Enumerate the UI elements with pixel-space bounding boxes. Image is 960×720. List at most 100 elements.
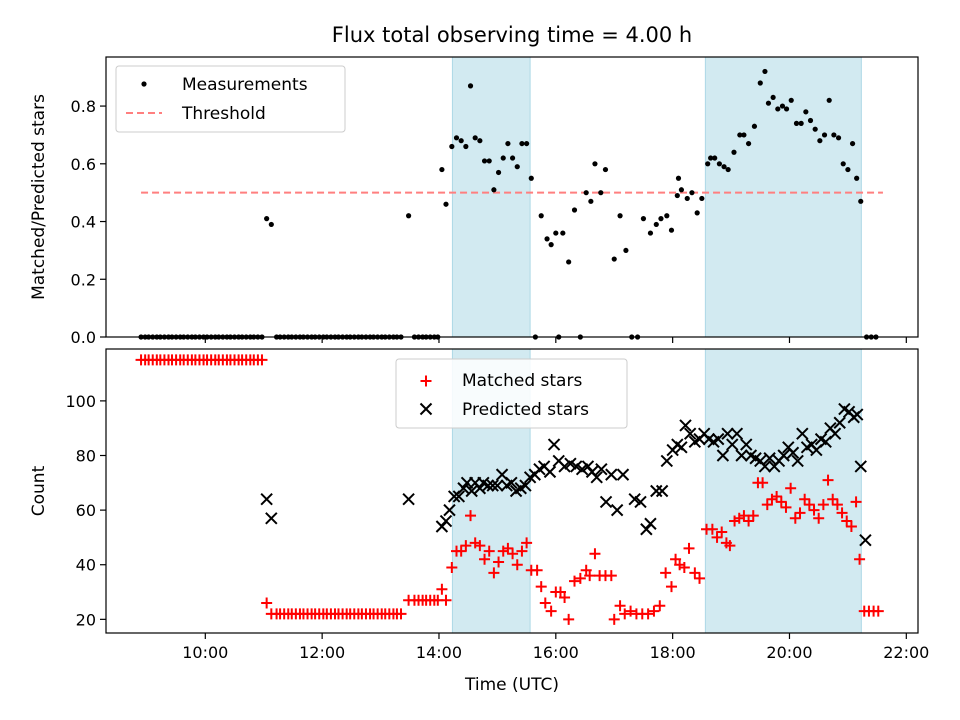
matched-star-point <box>574 572 586 584</box>
measurement-point <box>737 132 743 138</box>
predicted-star-point <box>730 427 744 440</box>
measurement-point <box>514 164 520 170</box>
measurement-point <box>268 221 274 228</box>
observing-band <box>704 56 862 338</box>
matched-star-point <box>785 482 797 494</box>
matched-star-point <box>711 531 723 543</box>
matched-star-point <box>455 545 467 557</box>
matched-star-point <box>817 499 829 511</box>
predicted-star-point <box>726 438 739 451</box>
matched-star-point <box>446 561 458 573</box>
matched-star-point <box>569 575 581 587</box>
legend-label-threshold: Threshold <box>181 104 266 124</box>
y-tick-label: 20 <box>76 610 96 629</box>
matched-star-point <box>665 581 677 593</box>
measurement-point <box>779 103 786 109</box>
measurement-point <box>592 161 598 167</box>
legend-box <box>115 65 346 133</box>
matched-star-point <box>642 608 654 620</box>
measurement-point <box>817 138 823 144</box>
matched-star-point <box>474 540 486 552</box>
measurement-point <box>807 117 814 124</box>
legend-marker-measurements <box>141 81 147 87</box>
legend: Measurements Threshold <box>115 65 346 133</box>
measurement-point <box>840 161 846 167</box>
measurement-point <box>481 158 488 164</box>
y-tick-label: 60 <box>76 501 96 520</box>
predicted-star-point <box>260 492 273 506</box>
predicted-star-point <box>675 441 688 454</box>
measurement-point <box>458 138 464 144</box>
measurement-point <box>538 213 544 219</box>
y-tick-label: 80 <box>76 447 96 466</box>
matched-star-point <box>605 570 617 582</box>
observing-band <box>704 348 862 634</box>
predicted-star-point <box>854 460 867 473</box>
measurement-point <box>463 143 469 150</box>
measurement-point <box>765 100 772 106</box>
matched-star-point <box>747 510 759 522</box>
measurement-point <box>854 175 860 181</box>
measurement-point <box>467 83 474 89</box>
measurement-point <box>560 230 566 236</box>
x-axis-label: Time (UTC) <box>464 675 559 695</box>
measurement-point <box>566 259 572 265</box>
y-tick-label: 0.4 <box>71 213 96 232</box>
matched-star-point <box>516 545 528 557</box>
measurement-point <box>658 216 664 222</box>
matched-star-point <box>831 499 843 511</box>
legend-marker-matched <box>420 375 432 387</box>
matched-star-point <box>689 567 701 579</box>
predicted-star-point <box>610 503 624 517</box>
matched-star-point <box>872 605 884 617</box>
matched-star-point <box>771 490 783 502</box>
matched-star-point <box>584 570 596 582</box>
matched-star-point <box>780 501 792 513</box>
y-tick-label: 0.0 <box>71 328 96 347</box>
measurement-point <box>500 155 506 161</box>
matched-star-point <box>625 605 637 617</box>
measurement-point <box>674 192 680 199</box>
predicted-star-point <box>786 446 800 459</box>
predicted-star-point <box>605 468 618 481</box>
measurement-point <box>716 161 722 167</box>
matched-star-point <box>511 559 523 571</box>
measurement-point <box>617 213 623 219</box>
x-tick-label: 16:00 <box>533 643 579 662</box>
measurement-point <box>553 230 559 236</box>
measurement-point <box>849 140 856 147</box>
matched-star-point <box>465 510 477 522</box>
matched-star-point <box>761 499 773 511</box>
measurement-point <box>647 230 654 236</box>
predicted-star-point <box>735 449 748 462</box>
measurement-point <box>745 140 752 147</box>
matched-star-point <box>614 600 626 612</box>
predicted-star-point <box>650 484 663 498</box>
x-tick-label: 12:00 <box>299 643 345 662</box>
matched-star-point <box>589 548 601 560</box>
measurement-point <box>491 187 497 193</box>
measurement-point <box>453 135 460 141</box>
predicted-star-point <box>402 492 415 506</box>
matched-star-point <box>678 561 690 573</box>
matched-star-point <box>493 556 505 568</box>
predicted-star-point <box>265 512 278 525</box>
measurement-point <box>443 201 449 207</box>
predicted-star-point <box>683 427 697 440</box>
axes-frame <box>105 348 919 634</box>
predicted-star-point <box>712 432 725 446</box>
measurement-point <box>495 169 502 176</box>
matched-star-point <box>608 613 620 625</box>
matched-star-point <box>716 526 728 538</box>
predicted-star-point <box>660 454 674 468</box>
measurement-point <box>684 195 690 202</box>
predicted-star-point <box>763 452 776 465</box>
matched-star-point <box>395 608 407 620</box>
y-tick-label: 40 <box>76 556 96 575</box>
predicted-star-point <box>481 479 495 492</box>
matched-star-point <box>436 583 448 595</box>
axes-frame <box>105 56 919 338</box>
matched-star-point <box>545 605 557 617</box>
measurement-point <box>583 190 589 196</box>
